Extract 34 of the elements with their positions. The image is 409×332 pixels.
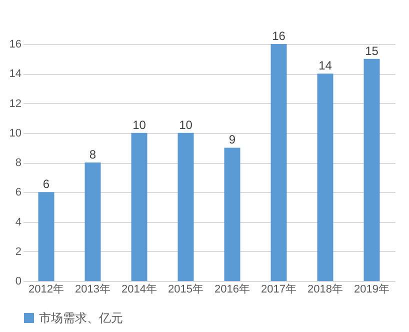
data-label: 10: [179, 118, 193, 132]
x-tick-label: 2014年: [122, 284, 157, 296]
x-tick-label: 2013年: [75, 284, 110, 296]
x-tick-label: 2019年: [354, 284, 390, 296]
x-tick-label: 2012年: [28, 284, 64, 296]
x-tick-label: 2015年: [168, 284, 204, 296]
y-tick-label: 10: [9, 127, 22, 140]
data-label: 10: [132, 118, 146, 132]
x-tick-label: 2018年: [308, 284, 343, 296]
bar: [270, 44, 287, 281]
bar: [131, 132, 148, 281]
bar: [364, 58, 380, 281]
y-tick-label: 14: [9, 68, 22, 80]
bar: [317, 74, 334, 281]
data-label: 14: [318, 58, 332, 73]
data-label: 8: [89, 148, 96, 162]
y-tick-label: 12: [9, 98, 22, 110]
y-tick-label: 2: [15, 246, 22, 258]
x-tick-label: 2016年: [214, 284, 250, 296]
y-tick-label: 8: [15, 157, 22, 169]
bar: [38, 192, 54, 281]
data-label: 6: [42, 177, 50, 192]
bar: [84, 162, 101, 281]
x-tick-label: 2017年: [261, 284, 296, 296]
y-tick-label: 6: [15, 186, 22, 199]
bar: [224, 148, 240, 281]
bar: [178, 132, 194, 281]
y-tick-label: 0: [15, 276, 22, 288]
data-label: 16: [272, 29, 286, 43]
y-tick-label: 16: [9, 38, 22, 50]
data-label: 15: [365, 44, 379, 58]
y-tick-label: 4: [15, 216, 22, 228]
legend-label: 市场需求、亿元: [39, 311, 123, 325]
data-label: 9: [228, 132, 236, 147]
